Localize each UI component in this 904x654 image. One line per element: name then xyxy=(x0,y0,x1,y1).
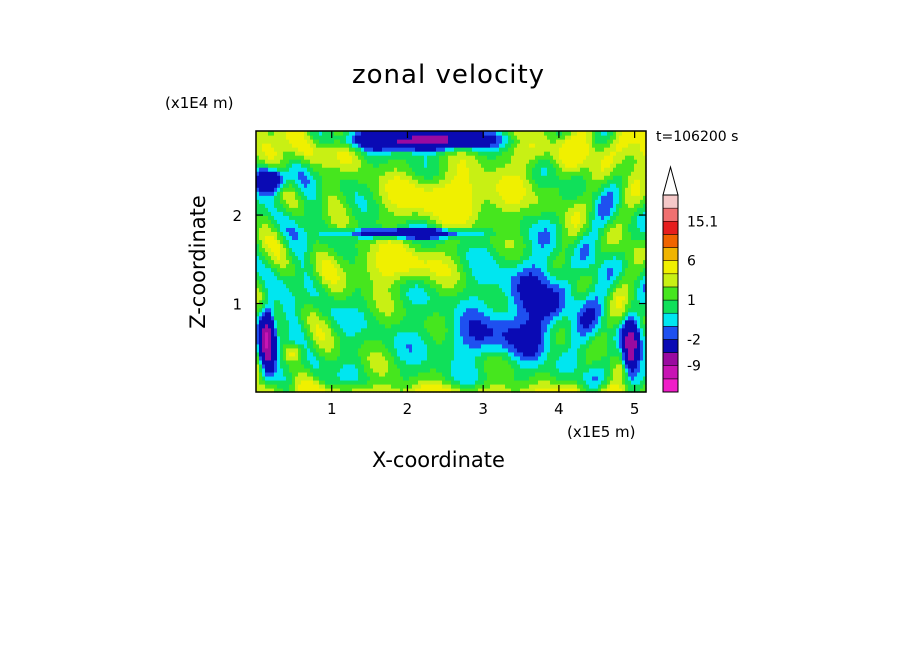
chart-title: zonal velocity xyxy=(352,60,546,90)
plot-frame xyxy=(255,130,647,393)
colorbar-swatch xyxy=(662,299,679,314)
colorbar-swatch xyxy=(662,326,679,340)
z-unit-label: (x1E4 m) xyxy=(165,94,234,112)
x-tick-label: 1 xyxy=(327,400,337,418)
contour-field xyxy=(256,131,647,393)
colorbar-swatch xyxy=(662,273,679,288)
colorbar-swatch xyxy=(662,286,679,301)
colorbar-swatch xyxy=(662,194,679,209)
colorbar-swatch xyxy=(662,247,679,261)
x-unit-label: (x1E5 m) xyxy=(567,423,636,441)
time-label: t=106200 s xyxy=(656,129,739,145)
x-axis-label: X-coordinate xyxy=(372,448,505,472)
colorbar-swatch xyxy=(662,260,679,275)
y-tick-label: 2 xyxy=(232,207,242,225)
colorbar-label: -2 xyxy=(687,332,701,348)
colorbar-label: 1 xyxy=(687,293,696,309)
colorbar-swatch xyxy=(662,352,679,366)
y-tick-label: 1 xyxy=(232,296,242,314)
colorbar-swatch xyxy=(662,234,679,248)
colorbar-swatch xyxy=(662,312,679,327)
x-tick-label: 2 xyxy=(403,400,413,418)
colorbar-label: -9 xyxy=(687,359,701,375)
colorbar-swatch xyxy=(662,221,679,235)
colorbar-swatch xyxy=(662,207,679,222)
x-tick-label: 4 xyxy=(554,400,564,418)
colorbar-extend-arrow xyxy=(662,165,679,196)
colorbar-label: 6 xyxy=(687,254,696,270)
colorbar-swatch xyxy=(662,339,679,353)
colorbar-frame xyxy=(662,194,679,393)
colorbar-label: 15.1 xyxy=(687,214,718,230)
colorbar-swatch xyxy=(662,378,679,393)
x-tick-label: 3 xyxy=(478,400,488,418)
x-tick-label: 5 xyxy=(630,400,640,418)
colorbar-swatch xyxy=(662,365,679,380)
